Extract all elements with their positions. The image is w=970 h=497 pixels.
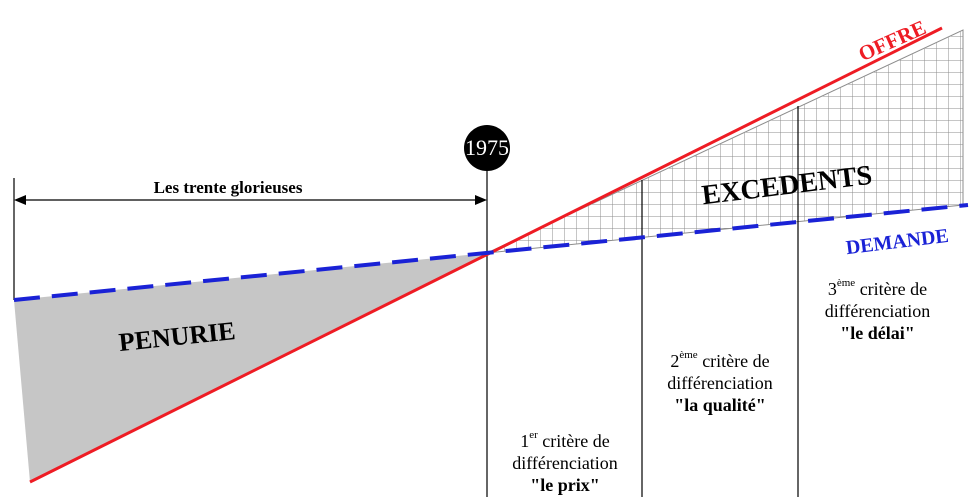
excedents-area	[486, 29, 964, 254]
criterion-1-line2: différenciation	[512, 453, 618, 473]
demande-line	[13, 203, 969, 302]
year-label: 1975	[465, 135, 509, 160]
criterion-3-line1: 3ème critère de	[827, 277, 928, 300]
criterion-2-line1: 2ème critère de	[670, 349, 770, 372]
year-marker	[464, 125, 510, 171]
criterion-2-line2: différenciation	[667, 373, 773, 393]
criterion-2: 2ème critère de différenciation "la qual…	[645, 350, 795, 416]
demande-label: DEMANDE	[845, 225, 950, 259]
period-label: Les trente glorieuses	[154, 178, 303, 197]
penurie-area	[14, 253, 487, 482]
criterion-3: 3ème critère de différenciation "le déla…	[800, 278, 955, 344]
criterion-3-line3: "le délai"	[840, 323, 915, 343]
criterion-1: 1er critère de différenciation "le prix"	[490, 430, 640, 496]
criterion-1-line1: 1er critère de	[520, 429, 610, 452]
period-arrow-head-right	[475, 195, 487, 205]
criterion-2-line3: "la qualité"	[674, 395, 766, 415]
criterion-3-line2: différenciation	[824, 301, 931, 321]
period-arrow-head-left	[14, 195, 26, 205]
criterion-1-line3: "le prix"	[530, 475, 600, 495]
